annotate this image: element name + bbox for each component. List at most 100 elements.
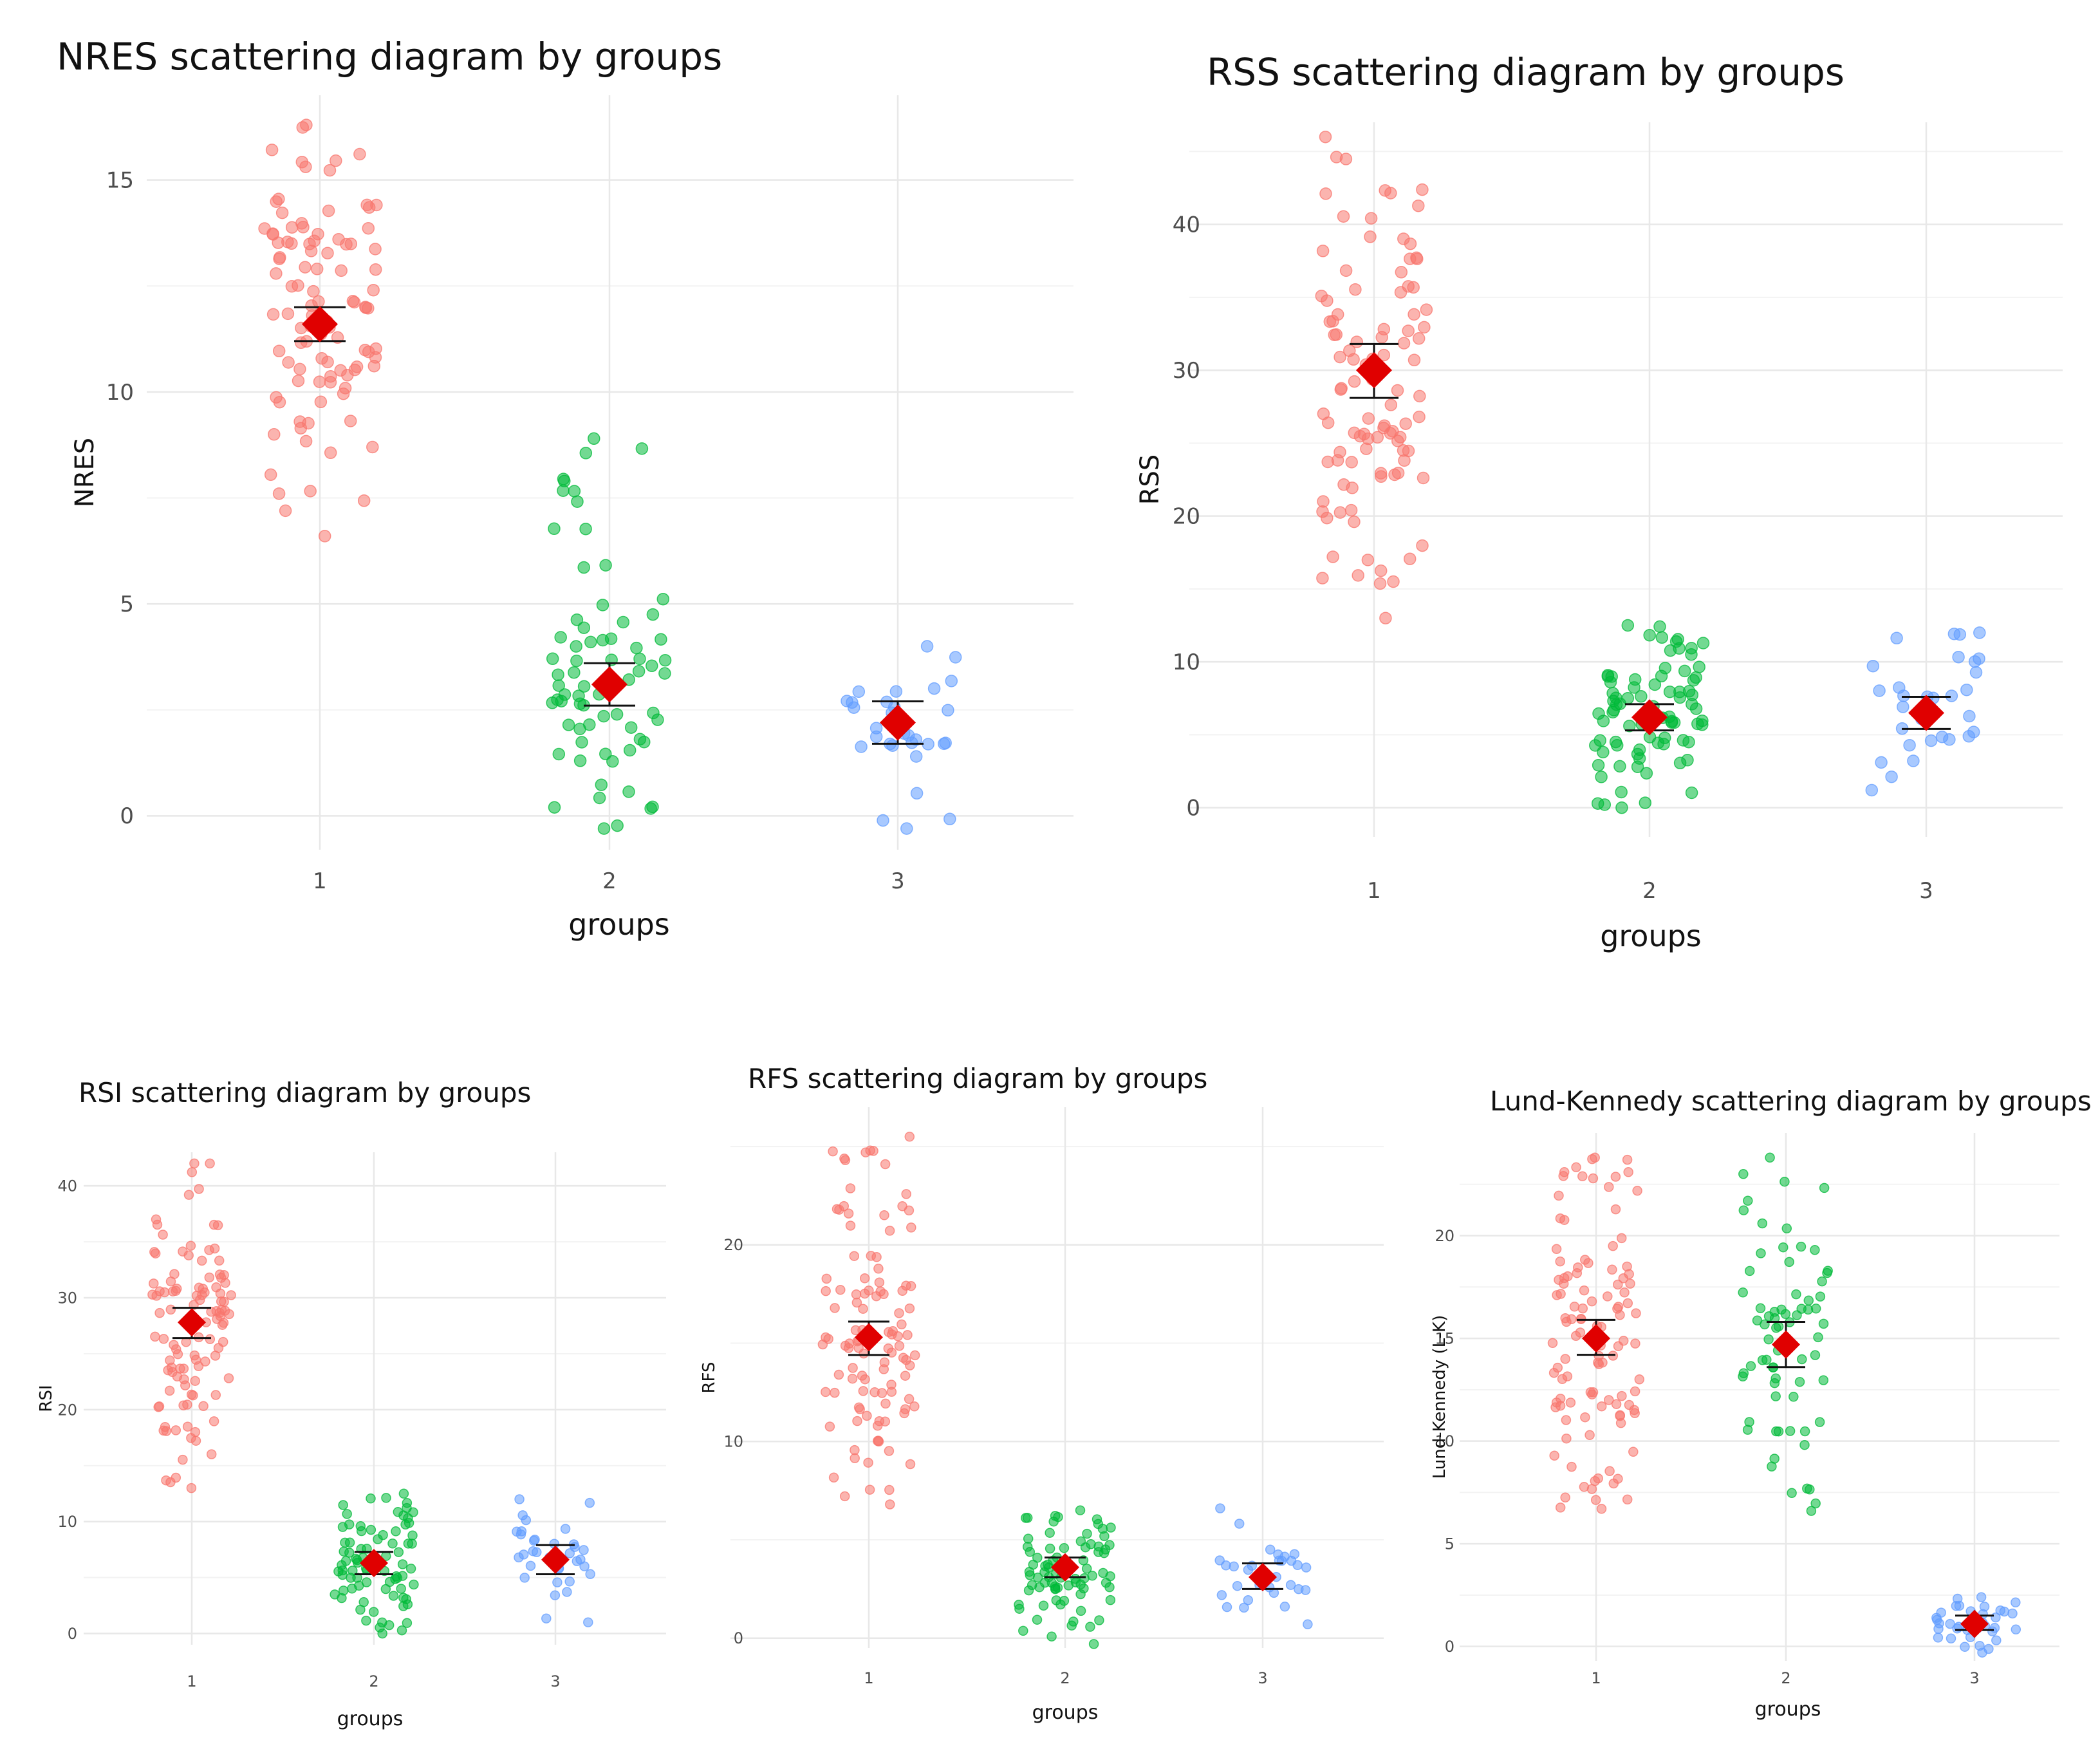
data-point — [880, 1159, 891, 1170]
y-tick-label: 15 — [106, 168, 134, 194]
data-point — [1785, 1426, 1796, 1436]
data-point — [1021, 1513, 1031, 1523]
data-point — [1068, 1616, 1079, 1627]
data-point — [1590, 1495, 1601, 1505]
data-point — [900, 1404, 911, 1414]
data-point — [266, 308, 280, 321]
x-tick-label: 3 — [1969, 1669, 1979, 1687]
y-tick-label: 0 — [1186, 796, 1200, 821]
data-point — [564, 1576, 575, 1587]
data-point — [189, 1158, 200, 1169]
data-point — [1624, 1399, 1635, 1410]
data-point — [323, 164, 337, 177]
data-point — [1619, 1287, 1630, 1298]
data-point — [873, 1264, 884, 1274]
x-tick-label: 2 — [1781, 1669, 1790, 1687]
data-point — [258, 222, 271, 235]
y-tick-label: 0 — [734, 1629, 743, 1647]
data-point — [407, 1530, 418, 1540]
data-point — [375, 1622, 385, 1633]
data-point — [1897, 700, 1910, 713]
data-point — [855, 740, 868, 753]
data-point — [1032, 1614, 1043, 1625]
data-point — [342, 1509, 352, 1519]
data-point — [1979, 1602, 1990, 1612]
data-point — [1348, 375, 1361, 388]
data-point — [1763, 1334, 1774, 1345]
data-point — [853, 1402, 864, 1413]
data-point — [884, 1484, 895, 1495]
data-point — [824, 1421, 835, 1432]
data-point — [1648, 678, 1662, 691]
data-point — [204, 1272, 215, 1283]
data-point — [579, 1545, 589, 1555]
data-point — [205, 1334, 216, 1345]
data-point — [1039, 1567, 1050, 1578]
data-point — [884, 1327, 894, 1338]
data-point — [318, 530, 331, 543]
data-point — [1229, 1561, 1239, 1572]
data-point — [1633, 743, 1646, 756]
data-point — [1663, 685, 1677, 698]
data-point — [1597, 715, 1610, 727]
chart-panel-5: Lund-Kennedy scattering diagram by group… — [1430, 1085, 2092, 1721]
data-point — [1794, 1376, 1805, 1387]
data-point — [1239, 1602, 1249, 1613]
data-point — [886, 1380, 897, 1390]
data-point — [178, 1454, 188, 1465]
data-point — [1665, 716, 1678, 729]
data-point — [1787, 1488, 1797, 1499]
data-point — [1960, 1642, 1970, 1652]
data-point — [190, 1436, 201, 1446]
data-point — [322, 204, 335, 218]
data-point — [272, 487, 286, 500]
data-point — [149, 1247, 160, 1257]
data-point — [1317, 495, 1330, 508]
data-point — [1373, 577, 1387, 590]
y-tick-label: 10 — [1435, 1432, 1454, 1450]
series-group-2 — [1589, 619, 1710, 814]
data-point — [1279, 1602, 1290, 1612]
data-point — [1597, 745, 1610, 759]
data-point — [521, 1515, 532, 1526]
chart-panel-2: RSS scattering diagram by groups 0 10 20 30 4… — [1135, 50, 2063, 953]
data-point — [833, 1369, 844, 1380]
data-point — [190, 1427, 201, 1437]
data-point — [1606, 687, 1619, 700]
mean-errorbar-2 — [1045, 1553, 1086, 1582]
data-point — [305, 299, 318, 312]
data-point — [1319, 187, 1332, 200]
data-point — [1805, 1484, 1815, 1495]
data-point — [1416, 539, 1429, 552]
y-tick-label: 20 — [57, 1401, 77, 1419]
data-point — [633, 733, 647, 746]
data-point — [348, 1566, 358, 1576]
data-point — [1387, 575, 1400, 588]
data-point — [1617, 1390, 1627, 1401]
data-point — [548, 801, 561, 814]
data-point — [1745, 1361, 1756, 1371]
y-tick-label: 20 — [1173, 504, 1200, 530]
y-tick-label: 30 — [57, 1289, 77, 1307]
data-point — [194, 1184, 204, 1194]
data-point — [1575, 1313, 1586, 1324]
data-point — [1575, 1327, 1586, 1338]
data-point — [407, 1539, 417, 1549]
data-point — [1099, 1531, 1110, 1542]
data-point — [1610, 1172, 1621, 1182]
data-point — [852, 685, 866, 698]
data-point — [1738, 1287, 1748, 1298]
chart-panel-4: RFS scattering diagram by groups 0 10 20 1 2 3… — [700, 1063, 1384, 1724]
data-point — [585, 1569, 595, 1580]
data-point — [901, 1189, 911, 1199]
data-point — [901, 1280, 911, 1291]
data-point — [1412, 199, 1425, 212]
data-point — [558, 688, 571, 701]
data-point — [1873, 684, 1886, 697]
data-point — [167, 1286, 178, 1296]
data-point — [1587, 1154, 1597, 1165]
data-point — [1594, 734, 1606, 747]
data-point — [897, 1201, 907, 1211]
data-point — [1048, 1516, 1059, 1527]
data-point — [1059, 1543, 1070, 1553]
